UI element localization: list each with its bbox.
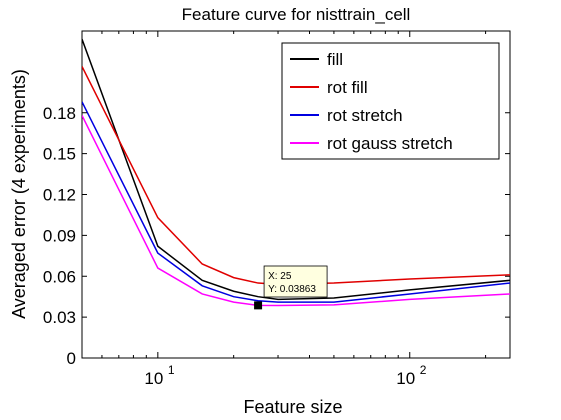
y-axis-label: Averaged error (4 experiments): [9, 69, 29, 319]
chart-title: Feature curve for nisttrain_cell: [182, 5, 411, 24]
legend-label: rot stretch: [327, 106, 403, 125]
datatip-marker: [254, 301, 263, 310]
legend-box: [281, 42, 500, 160]
x-axis-label: Feature size: [243, 397, 342, 417]
series-line-rot-stretch: [82, 101, 510, 303]
datatip-y: Y: 0.03863: [268, 284, 316, 295]
x-tick-label: 10: [144, 369, 163, 388]
y-tick-label: 0.18: [43, 104, 76, 123]
x-axis: 10 1 10 2: [81, 31, 487, 388]
y-tick-label: 0.12: [43, 186, 76, 205]
x-tick-exponent: 2: [420, 363, 427, 377]
y-tick-label: 0.06: [43, 267, 76, 286]
y-tick-label: 0.09: [43, 226, 76, 245]
series-line-rot-fill: [82, 66, 510, 286]
series-line-fill: [82, 38, 510, 301]
datatip-box: [263, 265, 328, 298]
datatip-x: X: 25: [268, 271, 292, 282]
legend-label: fill: [327, 50, 343, 69]
y-tick-label: 0.15: [43, 145, 76, 164]
x-tick-exponent: 1: [168, 363, 175, 377]
legend-label: rot gauss stretch: [327, 134, 453, 153]
legend-label: rot fill: [327, 78, 368, 97]
y-tick-label: 0: [67, 349, 76, 368]
data-tip: X: 25 Y: 0.03863: [254, 265, 328, 310]
y-axis: 0 0.03 0.06 0.09 0.12 0.15 0.18: [43, 104, 510, 368]
x-tick-label: 10: [396, 369, 415, 388]
y-tick-label: 0.03: [43, 308, 76, 327]
legend: fill rot fill rot stretch rot gauss stretch: [281, 42, 500, 160]
